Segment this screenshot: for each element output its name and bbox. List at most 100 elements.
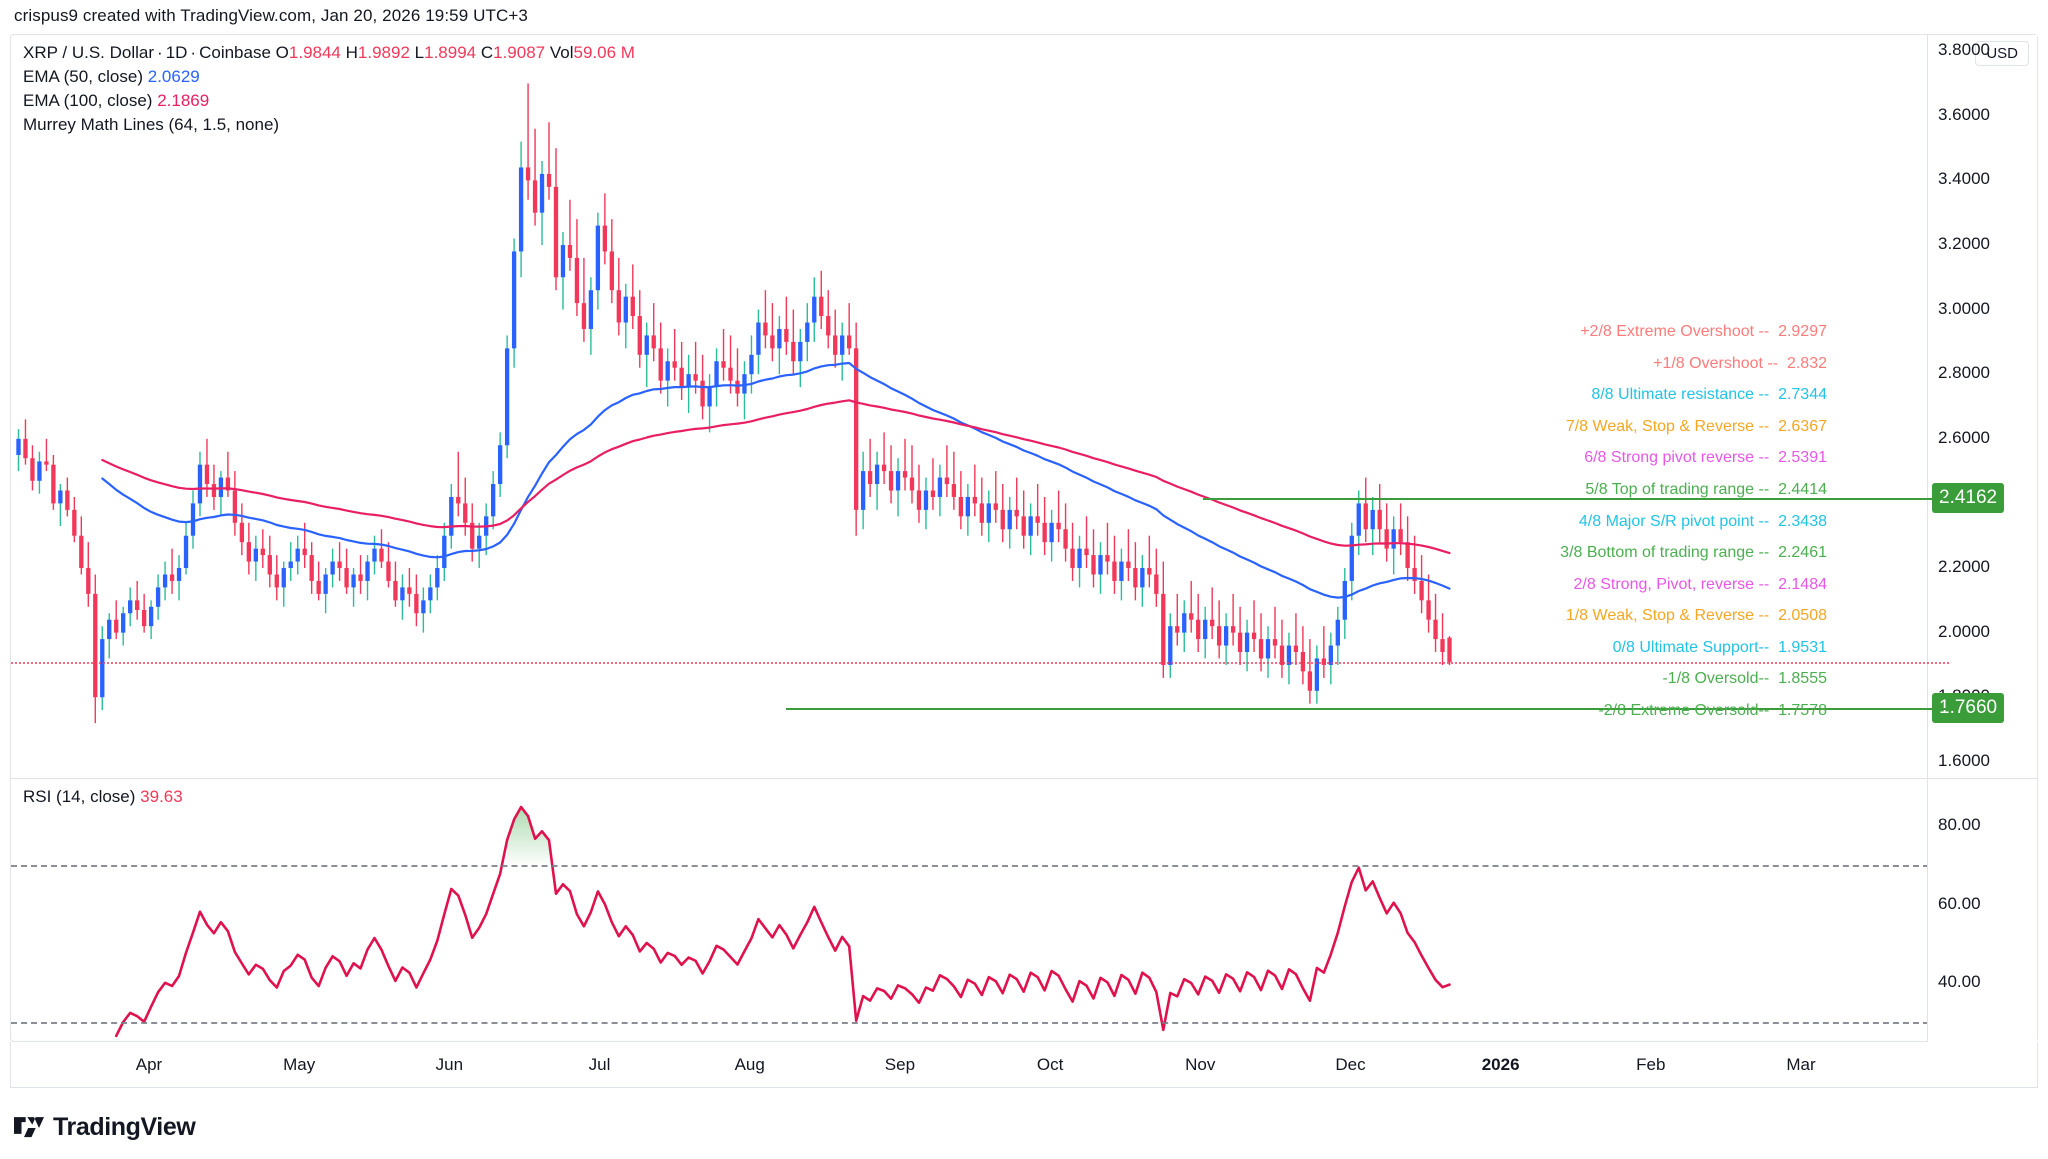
ema100-legend-row[interactable]: EMA (100, close) 2.1869 [23, 89, 635, 113]
open-label: O [275, 43, 289, 62]
time-axis-tick: Mar [1786, 1055, 1816, 1074]
time-axis-tick: May [283, 1055, 316, 1074]
murrey-level-name: +1/8 Overshoot -- [1653, 354, 1779, 372]
murrey-level-name: 1/8 Weak, Stop & Reverse -- [1565, 607, 1770, 625]
support-line[interactable] [786, 708, 1949, 711]
rsi-axis[interactable]: 80.00 60.00 40.00 [1927, 779, 2037, 1042]
currency-chip[interactable]: USD [1975, 41, 2029, 66]
murrey-level-value: 2.832 [1778, 354, 1827, 372]
murrey-level-name: -2/8 Extreme Oversold-- [1598, 701, 1770, 719]
price-axis-tick: 3.8000 [1938, 40, 1990, 60]
murrey-level-value: 2.5391 [1769, 449, 1827, 467]
murrey-level-label: +2/8 Extreme Overshoot -- 2.9297 [1580, 323, 1827, 341]
murrey-legend-row[interactable]: Murrey Math Lines (64, 1.5, none) [23, 113, 635, 137]
murrey-level-value: 1.8555 [1769, 670, 1827, 688]
time-axis-tick: Oct [1036, 1055, 1064, 1074]
murrey-level-name: 6/8 Strong pivot reverse -- [1584, 449, 1770, 467]
exchange-label[interactable]: Coinbase [199, 43, 271, 62]
murrey-level-label: -2/8 Extreme Oversold-- 1.7578 [1598, 702, 1827, 720]
candlestick-series [16, 83, 1452, 724]
high-value: 1.9892 [357, 43, 410, 62]
rsi-axis-tick: 40.00 [1938, 972, 1981, 992]
ema50-legend-row[interactable]: EMA (50, close) 2.0629 [23, 65, 635, 89]
current-price-line [11, 662, 1949, 665]
attribution-text: crispus9 created with TradingView.com, J… [14, 6, 528, 25]
rsi-legend[interactable]: RSI (14, close) 39.63 [23, 787, 183, 807]
tradingview-mark-icon [14, 1116, 44, 1137]
ema50-label: EMA (50, close) [23, 67, 143, 87]
time-axis-tick: Feb [1636, 1055, 1666, 1074]
rsi-value: 39.63 [140, 787, 183, 806]
rsi-axis-tick: 60.00 [1938, 893, 1981, 913]
murrey-level-name: 2/8 Strong, Pivot, reverse -- [1573, 575, 1770, 593]
rsi-pane[interactable]: RSI (14, close) 39.63 80.00 60.00 40.00 [11, 779, 2037, 1042]
time-axis-tick: Jun [435, 1055, 464, 1074]
pane-divider [11, 778, 2037, 779]
murrey-level-value: 1.7578 [1769, 701, 1827, 719]
symbol-legend-row[interactable]: XRP / U.S. Dollar · 1D · Coinbase O1.9844 H1… [23, 43, 635, 62]
ema100-label: EMA (100, close) [23, 91, 153, 111]
ema100-value: 2.1869 [157, 91, 210, 111]
murrey-level-value: 2.1484 [1769, 575, 1827, 593]
murrey-level-label: 7/8 Weak, Stop & Reverse -- 2.6367 [1566, 418, 1827, 436]
time-axis-tick: 2026 [1481, 1055, 1520, 1074]
tradingview-wordmark: TradingView [53, 1113, 196, 1141]
interval-label[interactable]: 1D [165, 43, 188, 62]
time-axis-tick: Sep [884, 1055, 916, 1074]
price-axis-tick: 2.8000 [1938, 363, 1990, 383]
murrey-level-label: 0/8 Ultimate Support-- 1.9531 [1613, 639, 1827, 657]
time-axis-tick: Jul [588, 1055, 611, 1074]
rsi-label: RSI (14, close) [23, 787, 136, 806]
murrey-level-label: 8/8 Ultimate resistance -- 2.7344 [1591, 386, 1827, 404]
murrey-level-label: 3/8 Bottom of trading range -- 2.2461 [1560, 544, 1827, 562]
volume-label: Vol [549, 43, 574, 62]
rsi-plot[interactable] [11, 779, 1949, 1042]
time-axis[interactable]: Apr May Jun Jul Aug Sep Oct Nov Dec 2026 Feb Mar [10, 1042, 2038, 1088]
murrey-level-name: 0/8 Ultimate Support-- [1612, 638, 1770, 656]
murrey-level-label: 4/8 Major S/R pivot point -- 2.3438 [1579, 513, 1827, 531]
price-axis-tick: 1.6000 [1938, 750, 1990, 770]
murrey-label: Murrey Math Lines (64, 1.5, none) [23, 115, 280, 135]
symbol-name[interactable]: XRP / U.S. Dollar [23, 43, 155, 62]
close-label: C [480, 43, 494, 62]
rsi-oversold-band [11, 1022, 1949, 1025]
murrey-level-name: 4/8 Major S/R pivot point -- [1578, 512, 1770, 530]
close-value: 1.9087 [493, 43, 546, 62]
murrey-level-label: 2/8 Strong, Pivot, reverse -- 2.1484 [1574, 576, 1827, 594]
murrey-level-label: 5/8 Top of trading range -- 2.4414 [1585, 481, 1827, 499]
price-axis[interactable]: USD 3.8000 3.6000 3.4000 3.2000 3.0000 2.8000… [1927, 35, 2037, 778]
low-value: 1.8994 [424, 43, 477, 62]
murrey-level-name: 8/8 Ultimate resistance -- [1591, 386, 1770, 404]
murrey-level-value: 2.3438 [1769, 512, 1827, 530]
murrey-level-name: +2/8 Extreme Overshoot -- [1580, 323, 1770, 341]
resistance-line[interactable] [1202, 498, 1949, 501]
murrey-level-value: 2.9297 [1769, 323, 1827, 341]
murrey-level-name: 7/8 Weak, Stop & Reverse -- [1565, 417, 1770, 435]
murrey-level-value: 2.7344 [1769, 386, 1827, 404]
open-value: 1.9844 [288, 43, 341, 62]
murrey-level-label: +1/8 Overshoot -- 2.832 [1653, 355, 1827, 373]
murrey-level-value: 2.4414 [1769, 481, 1827, 499]
price-plot[interactable]: +2/8 Extreme Overshoot -- 2.9297 +1/8 Ove… [11, 35, 1949, 778]
price-axis-tick: 3.2000 [1938, 233, 1990, 253]
chart-frame: +2/8 Extreme Overshoot -- 2.9297 +1/8 Ove… [10, 34, 2038, 1042]
murrey-level-value: 2.0508 [1769, 607, 1827, 625]
murrey-level-label: 6/8 Strong pivot reverse -- 2.5391 [1584, 449, 1827, 467]
price-pane[interactable]: +2/8 Extreme Overshoot -- 2.9297 +1/8 Ove… [11, 35, 2037, 778]
price-axis-tick: 3.0000 [1938, 298, 1990, 318]
murrey-level-value: 1.9531 [1769, 638, 1827, 656]
price-axis-tick: 2.6000 [1938, 427, 1990, 447]
time-axis-tick: Apr [135, 1055, 163, 1074]
time-axis-tick: Dec [1335, 1055, 1366, 1074]
tradingview-logo[interactable]: TradingView [14, 1113, 196, 1142]
price-axis-tick: 2.2000 [1938, 557, 1990, 577]
low-label: L [414, 43, 425, 62]
price-axis-tick: 3.6000 [1938, 104, 1990, 124]
time-axis-tick: Nov [1185, 1055, 1216, 1074]
high-label: H [345, 43, 358, 62]
murrey-level-name: 3/8 Bottom of trading range -- [1560, 544, 1770, 562]
murrey-level-value: 2.6367 [1769, 417, 1827, 435]
rsi-series [114, 805, 1451, 1038]
time-axis-tick: Aug [734, 1055, 765, 1074]
murrey-level-value: 2.2461 [1769, 544, 1827, 562]
